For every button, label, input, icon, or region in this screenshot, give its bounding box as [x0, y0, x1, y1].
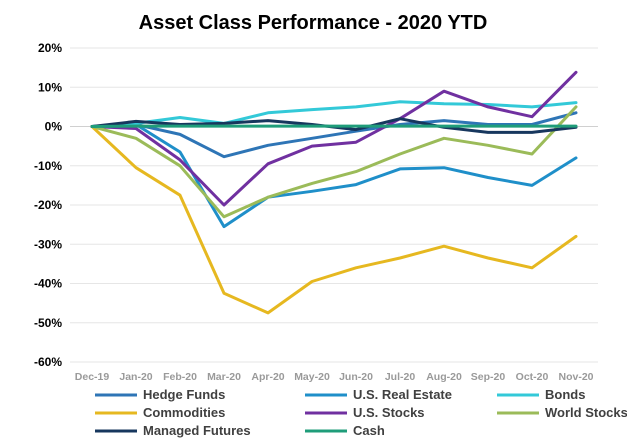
series-layer [90, 70, 578, 315]
x-tick-label: Jan-20 [119, 371, 152, 383]
x-tick-label: Sep-20 [471, 371, 506, 383]
legend-label: World Stocks [545, 405, 627, 420]
series-line-u-s-stocks [90, 70, 578, 207]
legend-item-bonds: Bonds [497, 387, 585, 402]
series-line-bonds [90, 100, 578, 128]
y-tick-label: -50% [34, 316, 62, 330]
y-tick-label: 10% [38, 80, 62, 94]
x-tick-label: Aug-20 [426, 371, 462, 383]
y-tick-label: -40% [34, 277, 62, 291]
legend-label: Cash [353, 423, 385, 438]
y-tick-label: -30% [34, 237, 62, 251]
series-line-world-stocks [90, 105, 578, 219]
legend-label: U.S. Real Estate [353, 387, 452, 402]
legend: Hedge Funds U.S. Real Estate Bonds Commodit… [95, 387, 627, 438]
legend-item-u-s-stocks: U.S. Stocks [305, 405, 425, 420]
x-tick-label: Mar-20 [207, 371, 241, 383]
legend-label: Hedge Funds [143, 387, 225, 402]
y-axis: 20% 10% 0% -10% -20% -30% -40% -50% -60% [34, 41, 62, 369]
legend-item-commodities: Commodities [95, 405, 225, 420]
legend-label: Commodities [143, 405, 225, 420]
y-tick-label: -20% [34, 198, 62, 212]
x-axis: Dec-19 Jan-20 Feb-20 Mar-20 Apr-20 May-20 Jun-… [75, 371, 594, 383]
y-tick-label: 20% [38, 41, 62, 55]
y-tick-label: 0% [45, 120, 63, 134]
legend-item-u-s-real-estate: U.S. Real Estate [305, 387, 452, 402]
x-tick-label: Dec-19 [75, 371, 110, 383]
legend-item-hedge-funds: Hedge Funds [95, 387, 225, 402]
series-line-hedge-funds [90, 111, 578, 159]
legend-label: U.S. Stocks [353, 405, 425, 420]
x-tick-label: Jul-20 [385, 371, 416, 383]
series-line-u-s-real-estate [90, 123, 578, 229]
x-tick-label: May-20 [294, 371, 330, 383]
legend-item-world-stocks: World Stocks [497, 405, 627, 420]
grid-layer [70, 47, 598, 363]
chart-title: Asset Class Performance - 2020 YTD [139, 12, 488, 34]
legend-label: Managed Futures [143, 423, 251, 438]
series-line-commodities [90, 125, 578, 315]
legend-item-cash: Cash [305, 423, 385, 438]
x-tick-label: Jun-20 [339, 371, 373, 383]
y-tick-label: -10% [34, 159, 62, 173]
y-tick-label: -60% [34, 355, 62, 369]
x-tick-label: Nov-20 [558, 371, 593, 383]
legend-label: Bonds [545, 387, 585, 402]
legend-item-managed-futures: Managed Futures [95, 423, 251, 438]
x-tick-label: Apr-20 [251, 371, 284, 383]
x-tick-label: Feb-20 [163, 371, 197, 383]
x-tick-label: Oct-20 [516, 371, 549, 383]
